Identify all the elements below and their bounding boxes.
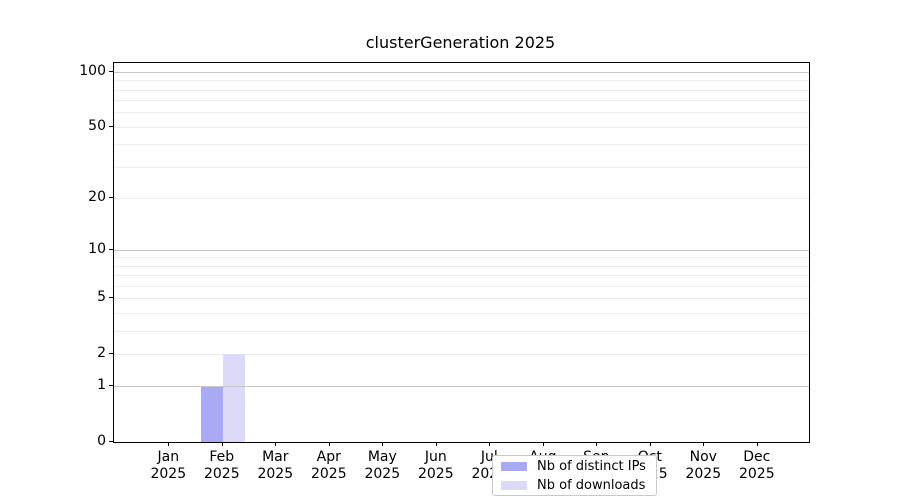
x-tick-month: Jan xyxy=(157,449,180,465)
y-tick-label: 5 xyxy=(97,289,106,306)
y-tick-mark xyxy=(109,71,113,72)
x-tick-mark xyxy=(703,442,704,446)
x-tick-label: Apr 2025 xyxy=(297,449,361,483)
chart-title: clusterGeneration 2025 xyxy=(365,33,556,52)
legend-label-downloads: Nb of downloads xyxy=(537,477,646,493)
legend-entry-downloads: Nb of downloads xyxy=(501,478,656,493)
y-tick-mark xyxy=(109,353,113,354)
x-tick-label: Nov 2025 xyxy=(671,449,735,483)
minor-gridline xyxy=(114,112,809,114)
minor-gridline xyxy=(114,100,809,102)
legend-swatch-distinct-ips xyxy=(501,461,527,471)
y-tick-mark xyxy=(109,197,113,198)
x-tick-mark xyxy=(275,442,276,446)
minor-gridline xyxy=(114,89,809,91)
x-tick-mark xyxy=(650,442,651,446)
legend-swatch-downloads xyxy=(501,480,527,490)
legend-label-distinct-ips: Nb of distinct IPs xyxy=(537,458,646,474)
x-tick-month: Mar xyxy=(262,449,289,465)
x-tick-label: Feb 2025 xyxy=(190,449,254,483)
y-tick-mark xyxy=(109,249,113,250)
bar-downloads xyxy=(222,353,245,442)
minor-gridline xyxy=(114,353,809,355)
minor-gridline xyxy=(114,298,809,300)
y-tick-mark xyxy=(109,297,113,298)
legend-entry-distinct-ips: Nb of distinct IPs xyxy=(501,459,656,474)
x-tick-label: Dec 2025 xyxy=(725,449,789,483)
minor-gridline xyxy=(114,80,809,82)
x-tick-year: 2025 xyxy=(150,466,187,482)
x-tick-label: May 2025 xyxy=(350,449,414,483)
x-tick-month: Nov xyxy=(689,449,717,465)
x-tick-month: May xyxy=(367,449,397,465)
x-tick-mark xyxy=(489,442,490,446)
x-tick-month: Apr xyxy=(316,449,341,465)
minor-gridline xyxy=(114,330,809,332)
plot-area: Nb of distinct IPs Nb of downloads xyxy=(113,62,810,496)
y-tick-label: 100 xyxy=(79,63,106,79)
x-tick-mark xyxy=(382,442,383,446)
x-tick-label: Jun 2025 xyxy=(404,449,468,483)
x-tick-mark xyxy=(436,442,437,446)
minor-gridline xyxy=(114,257,809,259)
minor-gridline xyxy=(114,286,809,287)
x-tick-mark xyxy=(543,442,544,446)
minor-gridline xyxy=(114,144,809,146)
x-tick-mark xyxy=(329,442,330,446)
y-tick-label: 10 xyxy=(88,240,106,257)
minor-gridline xyxy=(114,275,809,277)
x-tick-mark xyxy=(596,442,597,446)
x-tick-year: 2025 xyxy=(257,466,294,482)
minor-gridline xyxy=(114,197,809,199)
y-tick-label: 2 xyxy=(97,344,106,361)
x-tick-month: Jun xyxy=(424,449,447,465)
minor-gridline xyxy=(114,313,809,314)
x-tick-month: Feb xyxy=(209,449,235,465)
x-tick-label: Jan 2025 xyxy=(136,449,200,483)
major-gridline xyxy=(114,249,809,251)
x-tick-year: 2025 xyxy=(738,466,775,482)
y-tick-mark xyxy=(109,385,113,386)
y-tick-mark xyxy=(109,441,113,442)
y-tick-mark xyxy=(109,126,113,127)
x-tick-mark xyxy=(222,442,223,446)
bar-distinct-ips xyxy=(200,386,223,442)
x-tick-mark xyxy=(757,442,758,446)
x-tick-mark xyxy=(168,442,169,446)
y-tick-label: 50 xyxy=(88,117,106,134)
x-tick-year: 2025 xyxy=(417,466,454,482)
major-gridline xyxy=(114,386,809,388)
major-gridline xyxy=(114,72,809,73)
x-tick-year: 2025 xyxy=(203,466,240,482)
y-tick-label: 0 xyxy=(97,433,106,449)
x-tick-month: Dec xyxy=(743,449,771,465)
minor-gridline xyxy=(114,166,809,168)
x-tick-label: Mar 2025 xyxy=(243,449,307,483)
x-tick-year: 2025 xyxy=(310,466,347,482)
y-tick-label: 1 xyxy=(97,377,106,394)
y-tick-label: 20 xyxy=(88,188,106,205)
minor-gridline xyxy=(114,265,809,267)
minor-gridline xyxy=(114,126,809,128)
x-tick-year: 2025 xyxy=(364,466,401,482)
x-tick-year: 2025 xyxy=(685,466,722,482)
legend: Nb of distinct IPs Nb of downloads xyxy=(492,455,657,496)
